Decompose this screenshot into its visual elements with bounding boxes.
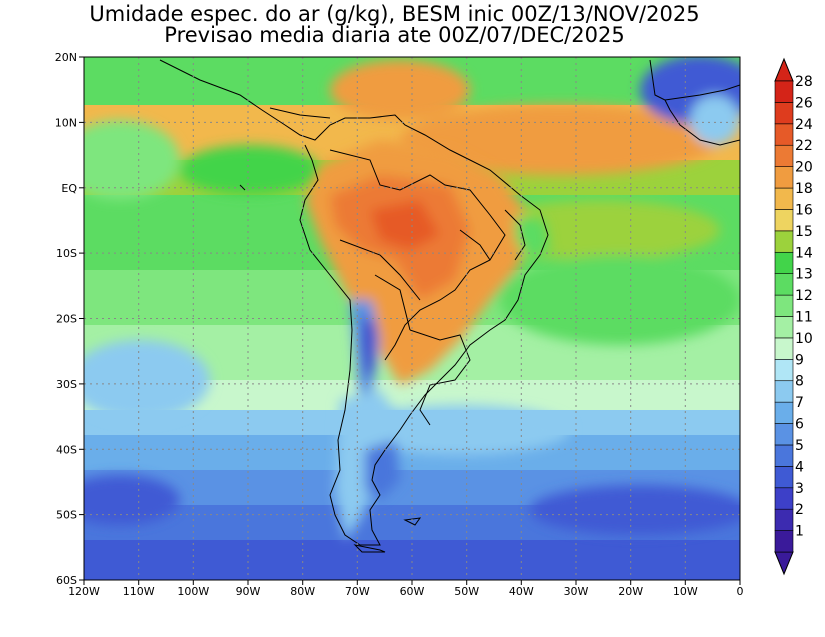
colorbar-label: 11	[795, 310, 813, 326]
colorbar-swatch	[774, 187, 794, 210]
colorbar-label: 7	[795, 395, 804, 411]
colorbar-label: 8	[795, 374, 804, 390]
lat-label-10n: 10N	[55, 116, 77, 129]
lon-label-20w: 20W	[618, 585, 643, 598]
coastlines	[159, 59, 740, 553]
colorbar-swatch	[774, 166, 794, 189]
colorbar-label: 6	[795, 417, 804, 433]
colorbar-swatch	[774, 530, 794, 553]
colorbar-label: 4	[795, 459, 804, 475]
colorbar-swatch	[774, 102, 794, 125]
colorbar-swatch	[774, 380, 794, 403]
colorbar-swatch	[774, 123, 794, 146]
colorbar-swatch	[774, 401, 794, 424]
colorbar-swatch	[774, 359, 794, 382]
colorbar-swatch	[774, 508, 794, 531]
colorbar-label: 12	[795, 288, 813, 304]
colorbar-label: 28	[795, 74, 813, 90]
lat-label-20n: 20N	[55, 51, 77, 64]
lon-label-120w: 120W	[68, 585, 100, 598]
colorbar-label: 3	[795, 481, 804, 497]
lon-label-0: 0	[737, 585, 744, 598]
axis-ticks	[79, 56, 741, 585]
colorbar-label: 10	[795, 331, 813, 347]
lon-label-80w: 80W	[290, 585, 315, 598]
colorbar-arrow-bottom	[774, 551, 794, 576]
lat-label-60s: 60S	[56, 574, 77, 587]
humidity-field	[84, 57, 740, 580]
lon-label-70w: 70W	[345, 585, 370, 598]
colorbar-swatch	[774, 444, 794, 467]
colorbar-swatch	[774, 144, 794, 167]
colorbar-label: 22	[795, 138, 813, 154]
lon-label-30w: 30W	[564, 585, 589, 598]
colorbar-swatch	[774, 487, 794, 510]
map-subtitle: Previsao media diaria ate 00Z/07/DEC/202…	[164, 23, 625, 47]
lon-label-50w: 50W	[454, 585, 479, 598]
map-gridlines	[84, 57, 740, 580]
lat-label-50s: 50S	[56, 509, 77, 522]
colorbar-swatch	[774, 273, 794, 296]
colorbar-swatch	[774, 337, 794, 360]
colorbar-label: 16	[795, 202, 813, 218]
colorbar-label: 24	[795, 117, 813, 133]
colorbar-label: 15	[795, 224, 813, 240]
lon-label-110w: 110W	[123, 585, 155, 598]
lon-label-10w: 10W	[673, 585, 698, 598]
colorbar-label: 13	[795, 267, 813, 283]
lat-label-40s: 40S	[56, 443, 77, 456]
colorbar-swatch	[774, 316, 794, 339]
colorbar-label: 2	[795, 502, 804, 518]
lon-label-90w: 90W	[236, 585, 261, 598]
colorbar-label: 9	[795, 352, 804, 368]
lat-label-10s: 10S	[56, 247, 77, 260]
colorbar-label: 26	[795, 95, 813, 111]
colorbar-swatch	[774, 423, 794, 446]
colorbar-label: 20	[795, 160, 813, 176]
colorbar-swatch	[774, 230, 794, 253]
lon-label-40w: 40W	[509, 585, 534, 598]
colorbar-swatch	[774, 209, 794, 232]
colorbar-label: 18	[795, 181, 813, 197]
lat-label-20s: 20S	[56, 313, 77, 326]
colorbar-swatch	[774, 80, 794, 103]
lat-label-30s: 30S	[56, 378, 77, 391]
colorbar-swatch	[774, 466, 794, 489]
lon-label-100w: 100W	[177, 585, 209, 598]
map-title: Umidade espec. do ar (g/kg), BESM inic 0…	[89, 2, 700, 26]
colorbar-swatch	[774, 294, 794, 317]
colorbar-label: 1	[795, 524, 804, 540]
colorbar-label: 5	[795, 438, 804, 454]
colorbar-swatch	[774, 251, 794, 274]
lon-label-60w: 60W	[400, 585, 425, 598]
lat-label-eq: EQ	[61, 182, 77, 195]
colorbar-arrow-top	[774, 57, 794, 82]
colorbar-label: 14	[795, 245, 813, 261]
